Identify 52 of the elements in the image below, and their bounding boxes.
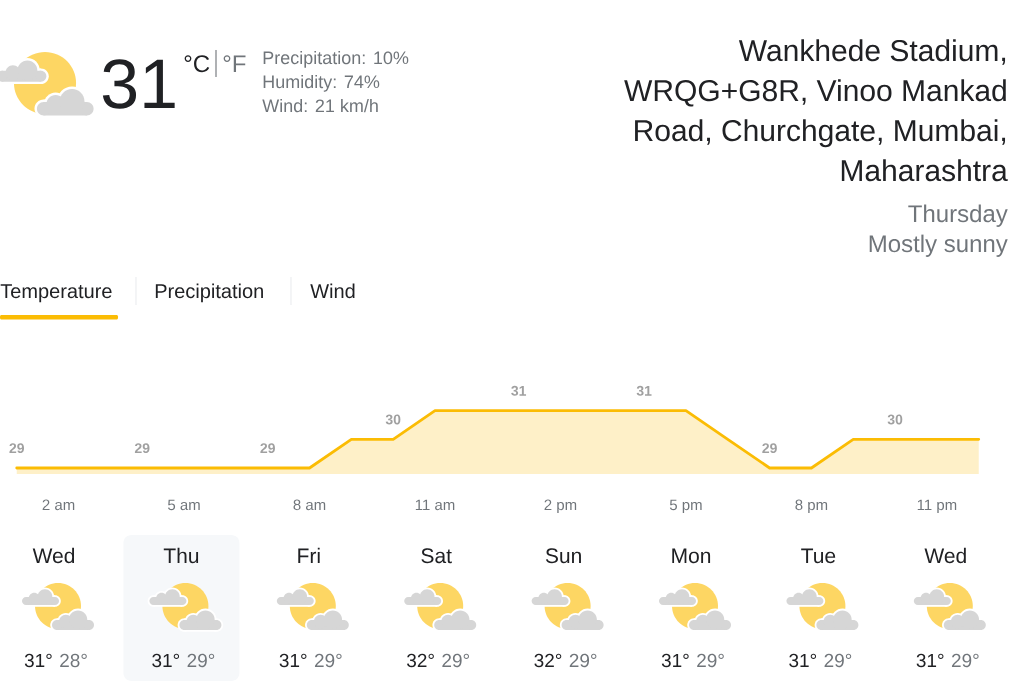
text: Wind bbox=[310, 283, 355, 299]
category-label: Mon bbox=[672, 548, 711, 564]
annotation: 29° bbox=[697, 653, 724, 668]
annotation: 29° bbox=[314, 653, 342, 668]
x-tick-label: 2 pm bbox=[544, 499, 577, 514]
x-tick-label: 5 am bbox=[167, 499, 200, 511]
text: Precipitation bbox=[155, 283, 263, 303]
data-label: 30 bbox=[385, 414, 401, 425]
text: °C bbox=[184, 55, 210, 73]
text: Precipitation: 10% bbox=[263, 50, 409, 68]
annotation: 31° bbox=[661, 653, 689, 668]
category-label: Wed bbox=[32, 547, 75, 564]
category-label: Tue bbox=[801, 548, 836, 564]
annotation: 31° bbox=[279, 653, 307, 668]
annotation: 29° bbox=[951, 653, 979, 668]
annotation: 29° bbox=[824, 653, 852, 668]
data-label: 29 bbox=[762, 443, 777, 454]
text: Mostly sunny bbox=[869, 234, 1008, 257]
annotation: 31° bbox=[916, 653, 944, 668]
text: Temperature bbox=[0, 284, 112, 303]
text: 31 bbox=[102, 59, 175, 109]
category-label: Sun bbox=[545, 548, 581, 564]
category-label: Thu bbox=[163, 547, 199, 564]
x-tick-label: 8 am bbox=[293, 499, 326, 511]
text: Wind: 21 km/h bbox=[262, 98, 378, 113]
annotation: 32° bbox=[407, 653, 434, 668]
x-tick-label: 8 pm bbox=[795, 499, 828, 514]
annotation: 29° bbox=[442, 653, 469, 668]
text: Thursday bbox=[908, 204, 1008, 227]
annotation: 29° bbox=[569, 653, 597, 668]
annotation: 29° bbox=[187, 653, 215, 668]
data-label: 29 bbox=[134, 443, 150, 454]
data-label: 31 bbox=[636, 385, 652, 396]
text: °F bbox=[223, 55, 246, 72]
data-label: 29 bbox=[9, 443, 25, 454]
category-label: Sat bbox=[421, 548, 452, 564]
data-label: 29 bbox=[260, 443, 275, 454]
annotation: 31° bbox=[152, 653, 180, 668]
annotation: 31° bbox=[789, 653, 817, 668]
x-tick-label: 11 am bbox=[415, 499, 455, 511]
data-label: 30 bbox=[887, 414, 903, 425]
x-tick-label: 2 am bbox=[42, 499, 75, 511]
annotation: 31° bbox=[24, 653, 52, 668]
category-label: Fri bbox=[298, 547, 320, 563]
x-tick-label: 5 pm bbox=[669, 499, 702, 514]
text: Wankhede Stadium, WRQG+G8R, Vinoo Mankad Road, Churchgate, Mumbai, Maharashtra bbox=[624, 39, 1008, 182]
category-label: Wed bbox=[924, 547, 966, 564]
annotation: 28° bbox=[60, 653, 87, 668]
data-label: 31 bbox=[511, 385, 527, 396]
x-tick-label: 11 pm bbox=[917, 499, 957, 514]
annotation: 32° bbox=[534, 653, 562, 668]
text: Humidity: 74% bbox=[263, 74, 380, 92]
